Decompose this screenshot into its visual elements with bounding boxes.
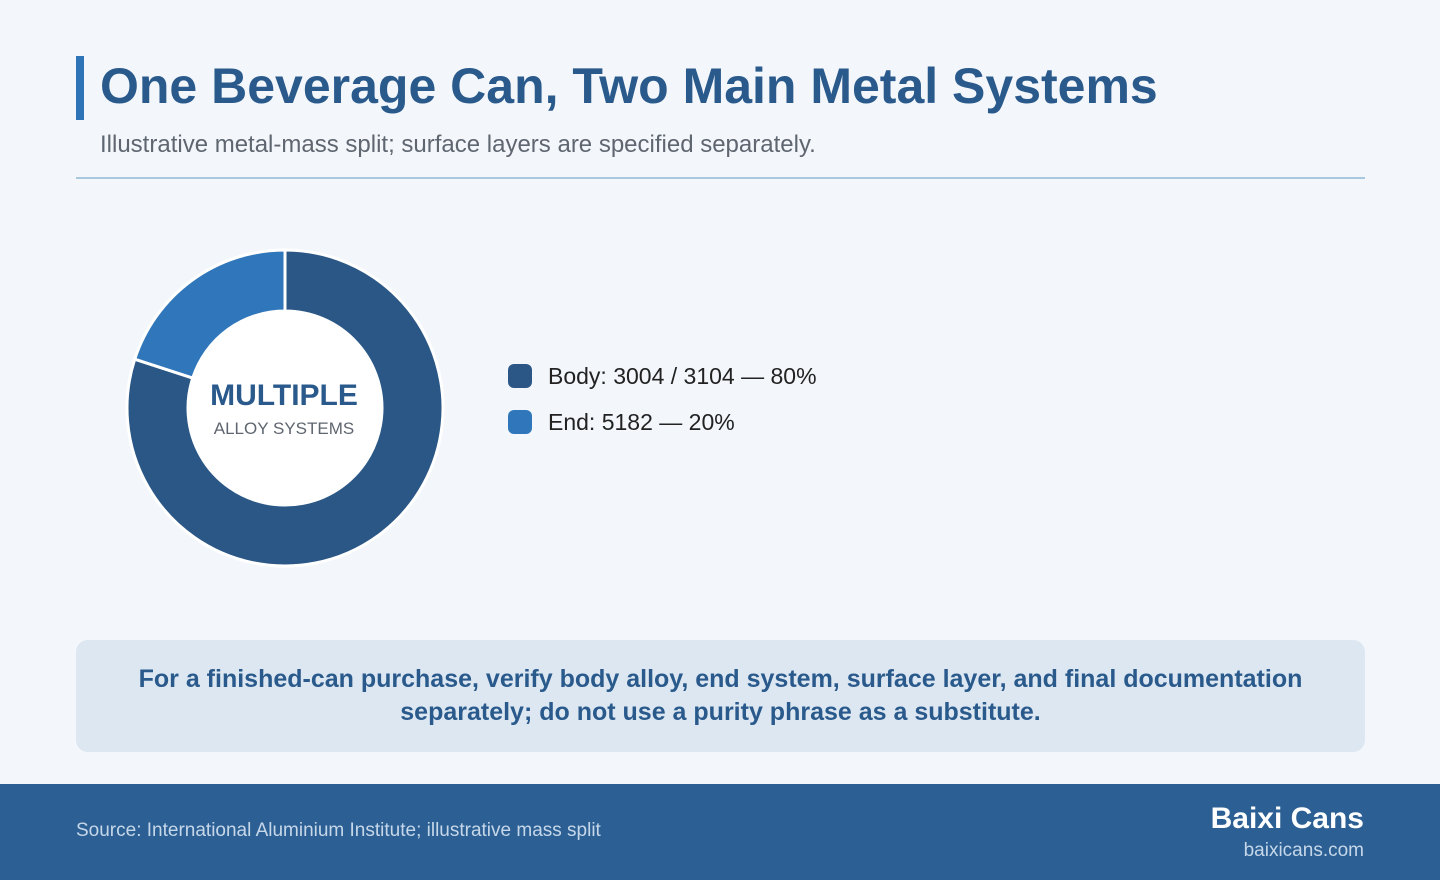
legend-item-end: End: 5182 — 20% — [508, 406, 817, 438]
legend-label-end: End: 5182 — 20% — [548, 408, 735, 435]
chart-legend: Body: 3004 / 3104 — 80% End: 5182 — 20% — [508, 360, 817, 452]
callout-box: For a finished-can purchase, verify body… — [76, 640, 1365, 752]
footer-brand: Baixi Cans — [1210, 802, 1364, 835]
legend-label-body: Body: 3004 / 3104 — 80% — [548, 362, 817, 389]
page-subtitle: Illustrative metal-mass split; surface l… — [100, 131, 816, 158]
title-accent-bar — [76, 56, 84, 120]
legend-swatch-body — [508, 364, 532, 388]
footer-source: Source: International Aluminium Institut… — [76, 820, 601, 841]
callout-text: For a finished-can purchase, verify body… — [138, 665, 1303, 726]
donut-chart — [125, 248, 445, 568]
page-title: One Beverage Can, Two Main Metal Systems — [100, 58, 1158, 114]
donut-hole — [189, 312, 381, 504]
donut-center-sublabel: ALLOY SYSTEMS — [213, 419, 355, 438]
donut-center-label: MULTIPLE — [210, 379, 358, 412]
donut-slice-body — [125, 248, 445, 568]
donut-slice-end — [132, 248, 287, 380]
legend-swatch-end — [508, 410, 532, 434]
legend-item-body: Body: 3004 / 3104 — 80% — [508, 360, 817, 392]
footer-url[interactable]: baixicans.com — [1243, 840, 1364, 861]
footer-bar: Source: International Aluminium Institut… — [0, 784, 1440, 880]
header-divider — [76, 177, 1365, 179]
